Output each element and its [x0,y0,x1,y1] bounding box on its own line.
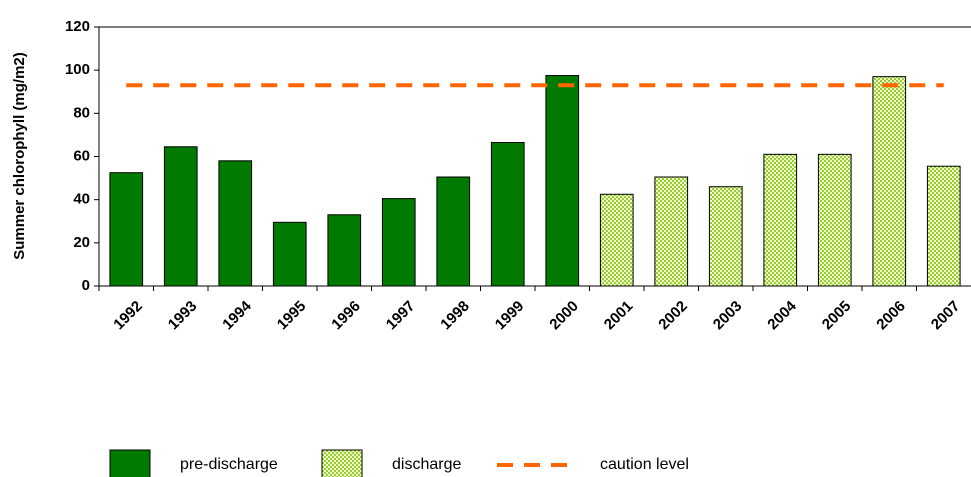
y-tick-label: 60 [73,147,90,164]
legend-swatch [321,449,363,477]
legend-swatch [109,449,151,477]
x-tick-label: 2003 [710,298,746,334]
bar [490,141,525,287]
y-tick-label: 40 [73,191,90,208]
x-tick-label: 2000 [546,298,582,334]
x-tick-label: 2005 [819,298,855,334]
legend-label: pre-discharge [180,456,278,473]
y-tick-label: 120 [65,18,90,35]
x-tick-label: 2006 [873,298,909,334]
x-tick-label: 1996 [328,298,364,334]
bar [272,221,307,287]
y-tick-label: 100 [65,61,90,78]
y-tick-label: 20 [73,234,90,251]
bar [599,193,634,287]
x-tick-label: 1998 [437,298,473,334]
y-tick-label: 80 [73,104,90,121]
y-tick-label: 0 [82,277,90,294]
x-tick-label: 2004 [764,297,800,333]
x-tick-label: 1999 [492,298,528,334]
x-tick-label: 1993 [165,298,201,334]
bar [872,76,907,287]
bar [763,153,798,287]
bar [381,198,416,287]
bar [817,153,852,287]
x-tick-label: 2001 [601,298,637,334]
legend-label: caution level [600,456,689,473]
bar [926,165,961,287]
bar [708,186,743,287]
bar [436,176,471,287]
x-tick-label: 1995 [274,298,310,334]
y-axis-label: Summer chlorophyll (mg/m2) [11,52,28,260]
x-tick-label: 1992 [110,298,146,334]
bar [327,214,362,287]
x-tick-label: 1997 [383,298,419,334]
bar [218,160,253,287]
bar [545,75,580,287]
legend-label: discharge [392,456,461,473]
x-tick-label: 2007 [928,298,964,334]
x-tick-label: 2002 [655,298,691,334]
bar [163,146,198,287]
bar [654,176,689,287]
bar [109,172,144,287]
x-tick-label: 1994 [219,297,255,333]
